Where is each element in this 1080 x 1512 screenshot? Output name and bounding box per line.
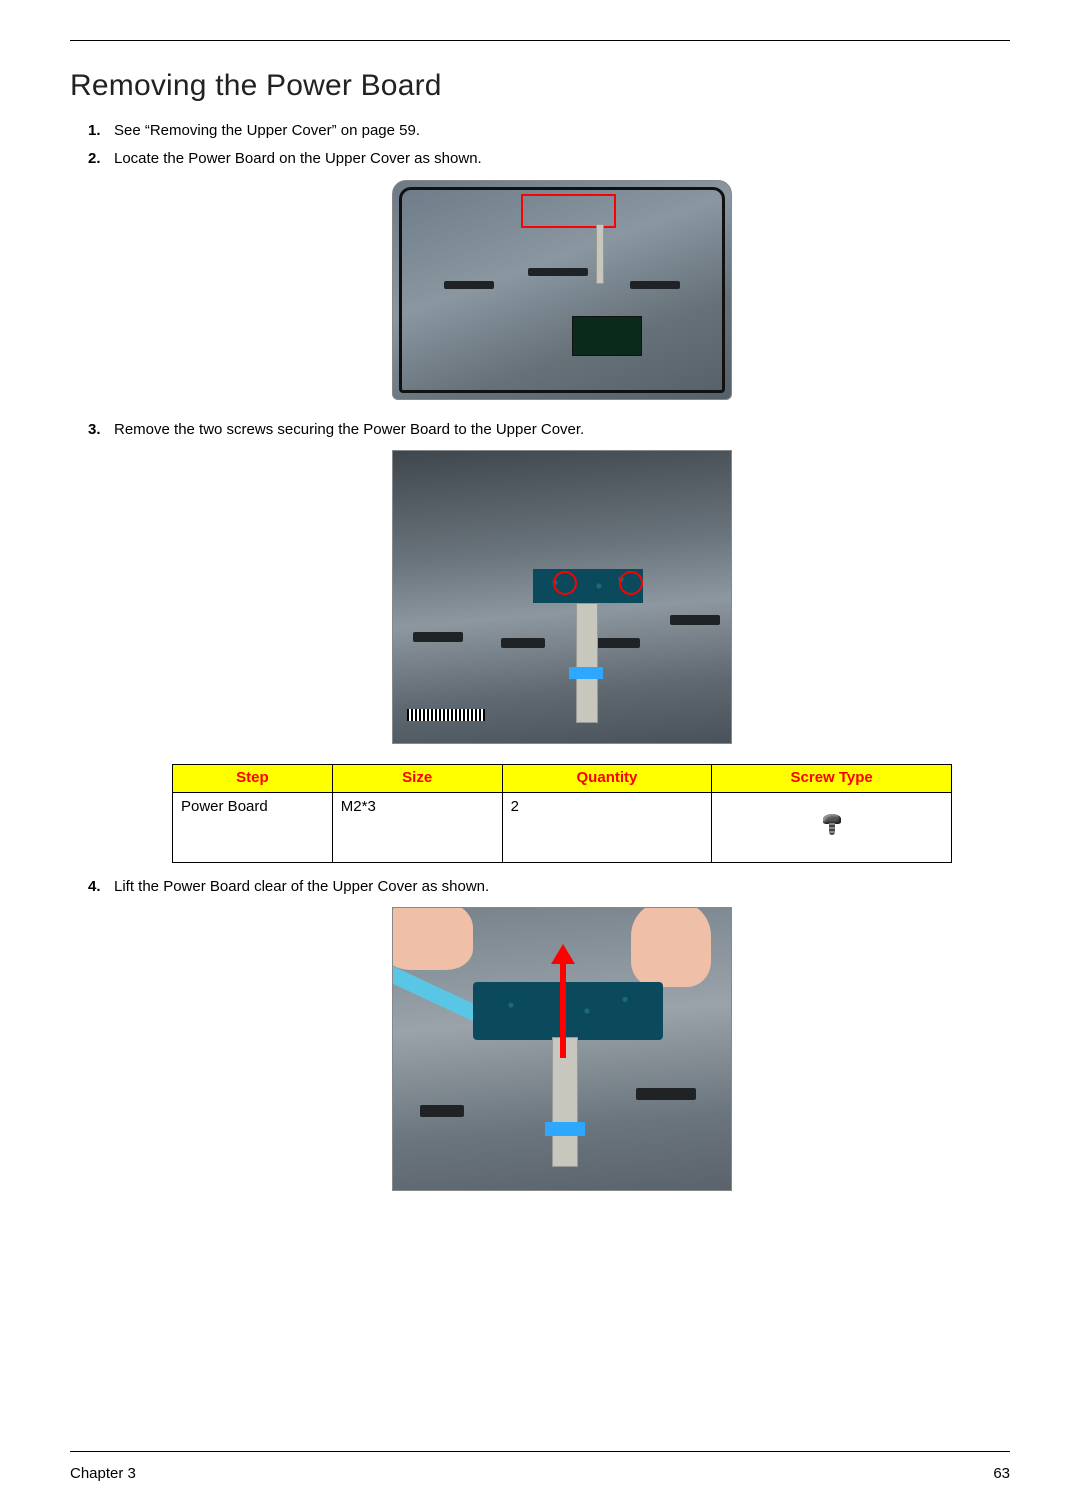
image-1-wrap: [114, 180, 1010, 406]
blue-tab: [569, 667, 603, 679]
chassis-slit: [528, 268, 588, 276]
screw-circle-2: [619, 571, 643, 595]
top-rule: [70, 40, 1010, 41]
chassis-slit: [413, 632, 463, 642]
td-quantity: 2: [502, 792, 712, 862]
screw-icon: [815, 810, 849, 838]
chassis-slit: [596, 638, 640, 648]
screw-circle-1: [553, 571, 577, 595]
th-step: Step: [173, 765, 333, 792]
table-header-row: Step Size Quantity Screw Type: [173, 765, 952, 792]
th-screw-type: Screw Type: [712, 765, 952, 792]
step-3-text: Remove the two screws securing the Power…: [114, 421, 584, 438]
screw-table: Step Size Quantity Screw Type Power Boar…: [172, 764, 952, 862]
bottom-rule: [70, 1451, 1010, 1452]
th-quantity: Quantity: [502, 765, 712, 792]
chassis-slit: [444, 281, 494, 289]
chassis-slit: [636, 1088, 696, 1100]
image-3-lift: [392, 907, 732, 1191]
power-board-pcb-lift: [473, 982, 663, 1040]
td-step: Power Board: [173, 792, 333, 862]
chassis-slit: [630, 281, 680, 289]
step-list: See “Removing the Upper Cover” on page 5…: [70, 121, 1010, 1197]
td-size: M2*3: [332, 792, 502, 862]
step-3: Remove the two screws securing the Power…: [88, 420, 1010, 863]
finger-right: [631, 907, 711, 987]
touchpad-area: [572, 316, 642, 356]
th-size: Size: [332, 765, 502, 792]
ribbon-cable: [576, 603, 598, 723]
page-footer: Chapter 3 63: [70, 1465, 1010, 1482]
section-heading: Removing the Power Board: [70, 69, 1010, 103]
barcode-label: [407, 709, 485, 721]
chassis-slit: [420, 1105, 464, 1117]
step-1: See “Removing the Upper Cover” on page 5…: [88, 121, 1010, 141]
ribbon-cable: [596, 224, 604, 284]
step-2-text: Locate the Power Board on the Upper Cove…: [114, 150, 482, 167]
image-2-wrap: [114, 450, 1010, 750]
image-2-screws: [392, 450, 732, 744]
step-4-text: Lift the Power Board clear of the Upper …: [114, 878, 489, 895]
td-screw-type: [712, 792, 952, 862]
table-row: Power Board M2*3 2: [173, 792, 952, 862]
footer-page: 63: [993, 1465, 1010, 1482]
chassis-slit: [670, 615, 720, 625]
step-2: Locate the Power Board on the Upper Cove…: [88, 149, 1010, 406]
finger-left: [392, 907, 473, 970]
step-4: Lift the Power Board clear of the Upper …: [88, 877, 1010, 1198]
step-1-text: See “Removing the Upper Cover” on page 5…: [114, 122, 420, 139]
chassis-slit: [501, 638, 545, 648]
blue-tab: [545, 1122, 585, 1136]
image-1-upper-cover: [392, 180, 732, 400]
image-3-wrap: [114, 907, 1010, 1197]
footer-chapter: Chapter 3: [70, 1465, 136, 1482]
